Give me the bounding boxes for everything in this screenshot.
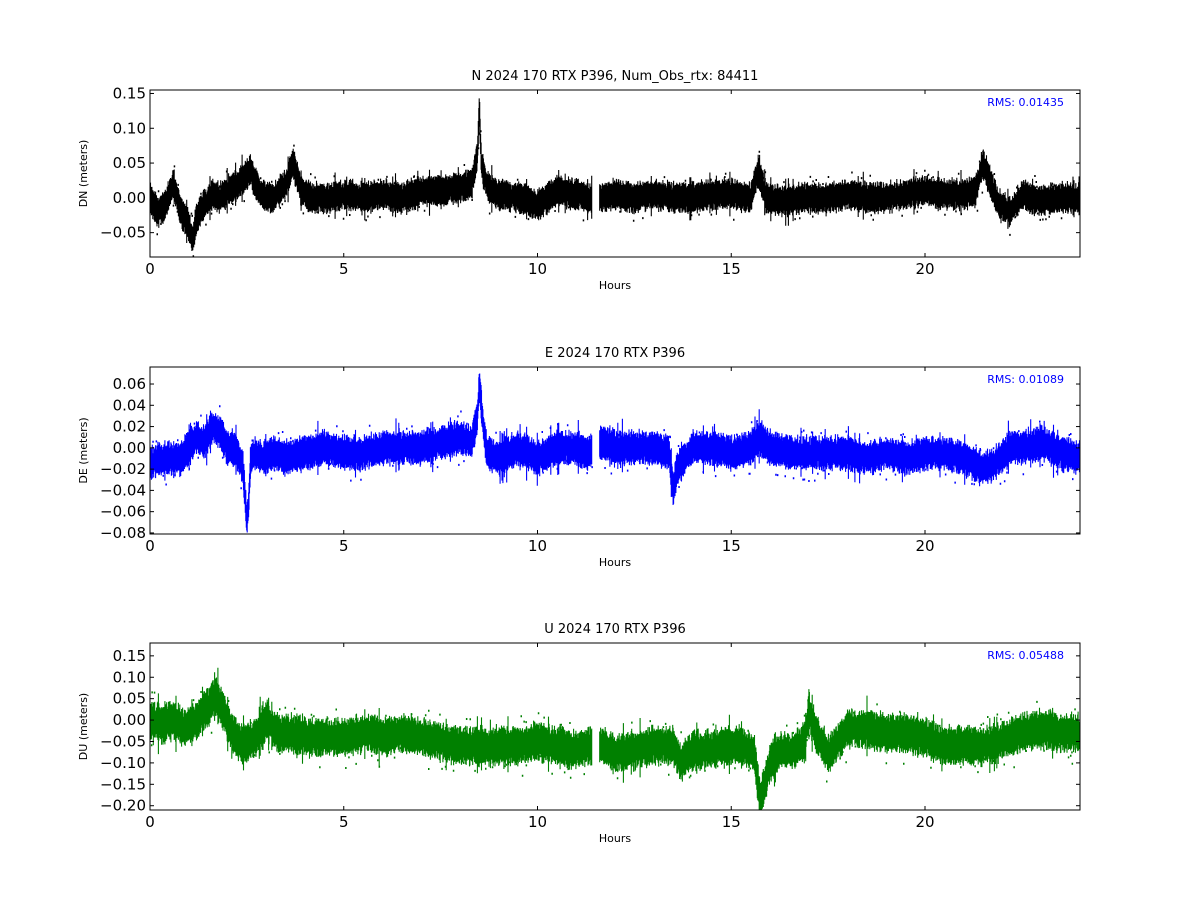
y-tick-label: 0.10 bbox=[113, 119, 146, 137]
y-tick-label: 0.02 bbox=[113, 418, 146, 436]
y-tick-label: 0.10 bbox=[113, 668, 146, 686]
y-tick-label: 0.00 bbox=[113, 711, 146, 729]
x-axis-label: Hours bbox=[599, 556, 631, 569]
data-series-east bbox=[150, 373, 1080, 533]
y-axis-label: DE (meters) bbox=[77, 417, 90, 483]
y-tick-label: −0.15 bbox=[100, 775, 146, 793]
panel-east: 0 5 10 15 20 −0.08 −0.06 −0.04 −0.02 0.00 0.02 0.04… bbox=[77, 346, 1081, 569]
axes-frame bbox=[149, 366, 1081, 535]
x-tick-label: 0 bbox=[145, 813, 155, 831]
x-tick-label: 20 bbox=[915, 813, 934, 831]
data-series-north bbox=[150, 98, 1080, 257]
data-series-up bbox=[150, 667, 1080, 810]
rms-annotation: RMS: 0.01435 bbox=[987, 96, 1064, 109]
x-tick-label: 5 bbox=[339, 813, 349, 831]
y-axis-label: DU (meters) bbox=[77, 693, 90, 760]
y-tick-label: 0.05 bbox=[113, 154, 146, 172]
rms-annotation: RMS: 0.01089 bbox=[987, 373, 1064, 386]
y-tick-label: −0.05 bbox=[100, 224, 146, 242]
y-tick-label: 0.05 bbox=[113, 690, 146, 708]
y-tick-label: 0.15 bbox=[113, 647, 146, 665]
panel-up: 0 5 10 15 20 −0.20 −0.15 −0.10 −0.05 0.00 0.05 0.10… bbox=[77, 622, 1081, 845]
y-tick-label: −0.10 bbox=[100, 754, 146, 772]
y-tick-label: 0.15 bbox=[113, 84, 146, 102]
y-tick-label: 0.00 bbox=[113, 439, 146, 457]
x-tick-label: 0 bbox=[145, 537, 155, 555]
x-axis-label: Hours bbox=[599, 279, 631, 292]
x-tick-label: 15 bbox=[722, 537, 741, 555]
y-tick-label: −0.05 bbox=[100, 732, 146, 750]
axes-frame bbox=[149, 642, 1081, 811]
y-tick-label: −0.08 bbox=[100, 524, 146, 542]
chart-title: E 2024 170 RTX P396 bbox=[545, 346, 685, 361]
y-axis-label: DN (meters) bbox=[77, 140, 90, 208]
y-tick-label: −0.06 bbox=[100, 503, 146, 521]
y-tick-label: −0.20 bbox=[100, 797, 146, 815]
y-tick-label: 0.04 bbox=[113, 396, 146, 414]
data-points-up bbox=[150, 667, 1080, 810]
rms-annotation: RMS: 0.05488 bbox=[987, 649, 1064, 662]
data-points-east bbox=[150, 373, 1080, 533]
x-tick-label: 15 bbox=[722, 260, 741, 278]
x-axis-label: Hours bbox=[599, 832, 631, 845]
x-tick-label: 10 bbox=[528, 537, 547, 555]
x-tick-label: 0 bbox=[145, 260, 155, 278]
x-tick-label: 10 bbox=[528, 813, 547, 831]
x-tick-label: 10 bbox=[528, 260, 547, 278]
y-tick-label: −0.04 bbox=[100, 481, 146, 499]
y-tick-label: 0.00 bbox=[113, 189, 146, 207]
x-tick-label: 20 bbox=[915, 260, 934, 278]
x-tick-label: 15 bbox=[722, 813, 741, 831]
x-tick-label: 5 bbox=[339, 537, 349, 555]
chart-title: U 2024 170 RTX P396 bbox=[544, 622, 686, 637]
panel-north: 0 5 10 15 20 −0.05 0.00 0.05 0.10 0.15 N 2024 170 … bbox=[77, 69, 1081, 292]
x-tick-label: 20 bbox=[915, 537, 934, 555]
y-tick-label: −0.02 bbox=[100, 460, 146, 478]
data-points-north bbox=[150, 98, 1080, 251]
axes-frame bbox=[149, 89, 1081, 258]
chart-title: N 2024 170 RTX P396, Num_Obs_rtx: 84411 bbox=[472, 69, 759, 84]
x-tick-label: 5 bbox=[339, 260, 349, 278]
y-tick-label: 0.06 bbox=[113, 375, 146, 393]
